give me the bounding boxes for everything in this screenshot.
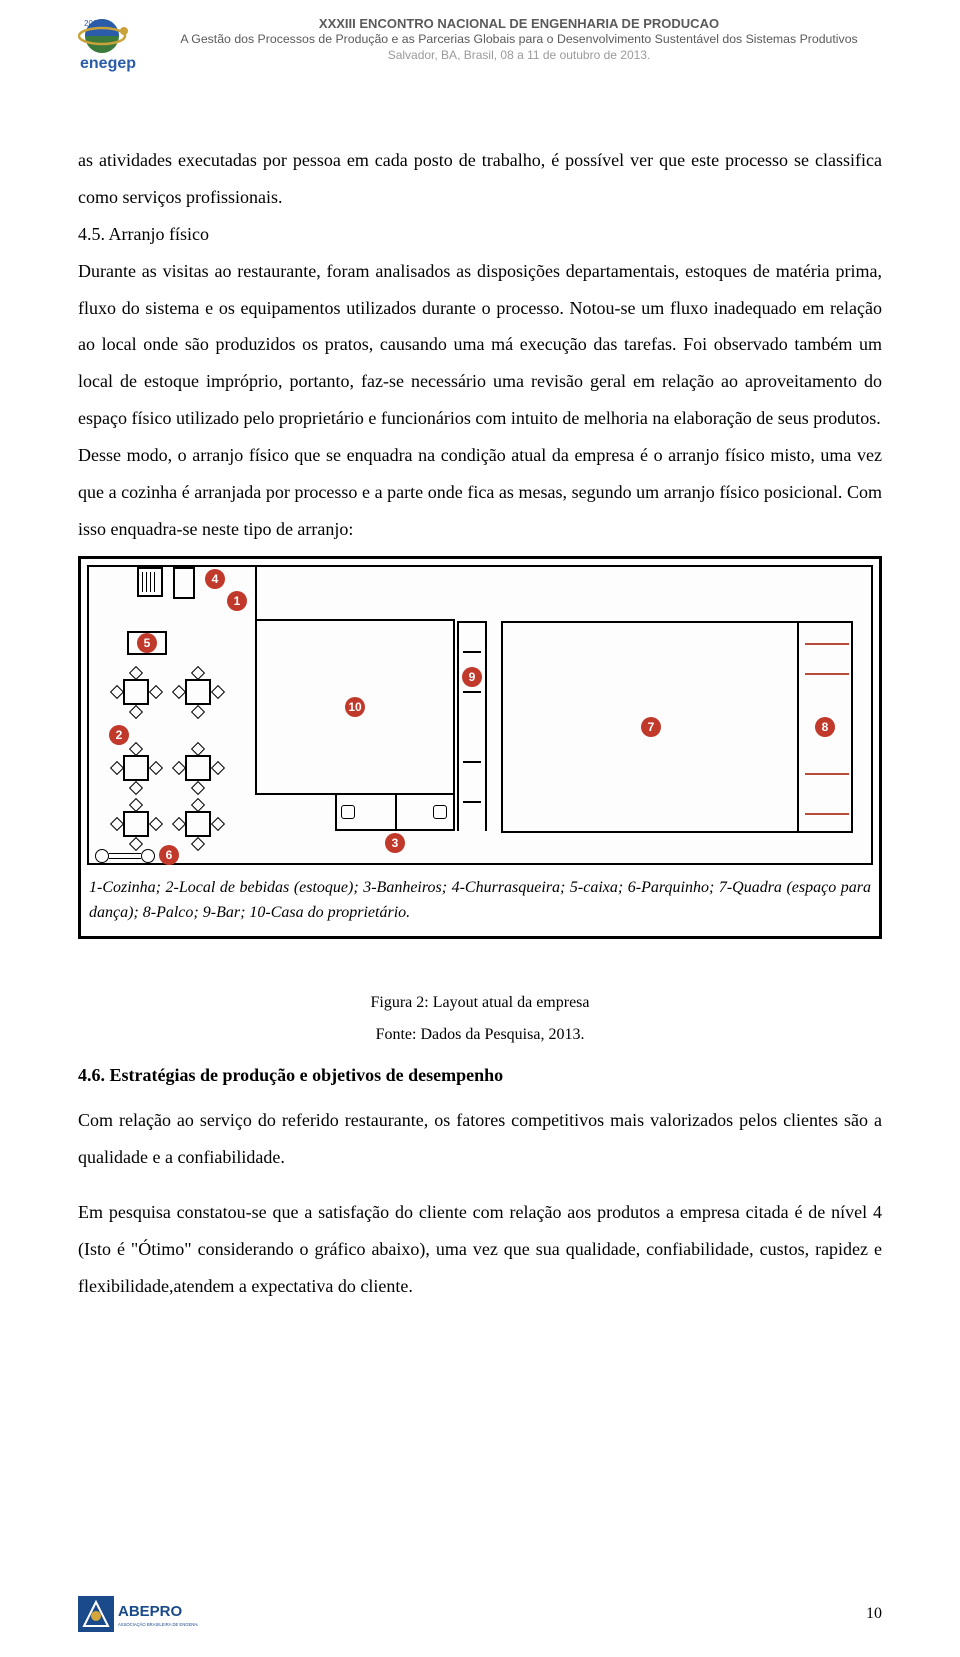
svg-text:2013: 2013 (84, 19, 102, 28)
table-b1 (123, 755, 149, 781)
page-header: 2013 enegep XXXIII ENCONTRO NACIONAL DE … (78, 16, 882, 72)
chair (110, 817, 124, 831)
marker-3: 3 (385, 833, 405, 853)
chair (211, 685, 225, 699)
chair (129, 742, 143, 756)
chair (172, 817, 186, 831)
page-number: 10 (866, 1605, 882, 1623)
parquinho (95, 849, 155, 863)
marker-2: 2 (109, 725, 129, 745)
marker-1: 1 (227, 591, 247, 611)
structure-grill (137, 567, 163, 597)
table-b2 (185, 755, 211, 781)
chair (172, 685, 186, 699)
body-content: as atividades executadas por pessoa em c… (78, 142, 882, 548)
figure-legend: 1-Cozinha; 2-Local de bebidas (estoque);… (87, 865, 873, 930)
marker-5: 5 (137, 633, 157, 653)
section-4-5-heading: 4.5. Arranjo físico (78, 216, 882, 253)
floorplan-diagram: 1 4 5 2 (87, 565, 873, 865)
table-a1 (123, 679, 149, 705)
wall-segment-a (255, 567, 257, 619)
body-content-2: Com relação ao serviço do referido resta… (78, 1102, 882, 1304)
marker-7: 7 (641, 717, 661, 737)
table-a2 (185, 679, 211, 705)
chair (110, 761, 124, 775)
structure-sink (173, 567, 195, 599)
chair (129, 705, 143, 719)
marker-9: 9 (462, 667, 482, 687)
chair (191, 798, 205, 812)
chair (149, 817, 163, 831)
paragraph-estrategias-2: Em pesquisa constatou-se que a satisfaçã… (78, 1194, 882, 1305)
chair (129, 798, 143, 812)
figure-caption: Figura 2: Layout atual da empresa (78, 987, 882, 1019)
section-4-6-heading: 4.6. Estratégias de produção e objetivos… (78, 1065, 882, 1086)
chair (211, 761, 225, 775)
figure-layout: 1 4 5 2 (78, 556, 882, 939)
header-text-block: XXXIII ENCONTRO NACIONAL DE ENGENHARIA D… (156, 16, 882, 63)
banheiros (335, 795, 455, 831)
figure-source: Fonte: Dados da Pesquisa, 2013. (78, 1019, 882, 1051)
figure-caption-block: Figura 2: Layout atual da empresa Fonte:… (78, 987, 882, 1051)
chair (191, 837, 205, 851)
svg-text:ASSOCIAÇÃO BRASILEIRA DE ENGEN: ASSOCIAÇÃO BRASILEIRA DE ENGENHARIA DE P… (118, 1622, 198, 1627)
header-subtitle: A Gestão dos Processos de Produção e as … (156, 32, 882, 47)
chair (149, 761, 163, 775)
chair (191, 705, 205, 719)
table-c2 (185, 811, 211, 837)
paragraph-arranjo-1: Durante as visitas ao restaurante, foram… (78, 253, 882, 437)
paragraph-intro: as atividades executadas por pessoa em c… (78, 142, 882, 216)
marker-6: 6 (159, 845, 179, 865)
svg-text:enegep: enegep (80, 55, 136, 72)
chair (149, 685, 163, 699)
chair (211, 817, 225, 831)
chair (172, 761, 186, 775)
page-footer: ABEPRO ASSOCIAÇÃO BRASILEIRA DE ENGENHAR… (78, 1592, 882, 1645)
chair (110, 685, 124, 699)
marker-8: 8 (815, 717, 835, 737)
bar-area (457, 621, 487, 831)
chair (129, 666, 143, 680)
marker-10: 10 (345, 697, 365, 717)
chair (191, 781, 205, 795)
marker-4: 4 (205, 569, 225, 589)
paragraph-arranjo-2: Desse modo, o arranjo físico que se enqu… (78, 437, 882, 548)
chair (191, 742, 205, 756)
paragraph-estrategias-1: Com relação ao serviço do referido resta… (78, 1102, 882, 1176)
svg-text:ABEPRO: ABEPRO (118, 1603, 183, 1620)
abepro-logo: ABEPRO ASSOCIAÇÃO BRASILEIRA DE ENGENHAR… (78, 1592, 198, 1640)
header-location: Salvador, BA, Brasil, 08 a 11 de outubro… (156, 48, 882, 63)
enegep-logo: 2013 enegep (78, 16, 148, 72)
table-c1 (123, 811, 149, 837)
header-title: XXXIII ENCONTRO NACIONAL DE ENGENHARIA D… (156, 16, 882, 32)
chair (129, 781, 143, 795)
chair (191, 666, 205, 680)
document-page: 2013 enegep XXXIII ENCONTRO NACIONAL DE … (0, 0, 960, 1657)
